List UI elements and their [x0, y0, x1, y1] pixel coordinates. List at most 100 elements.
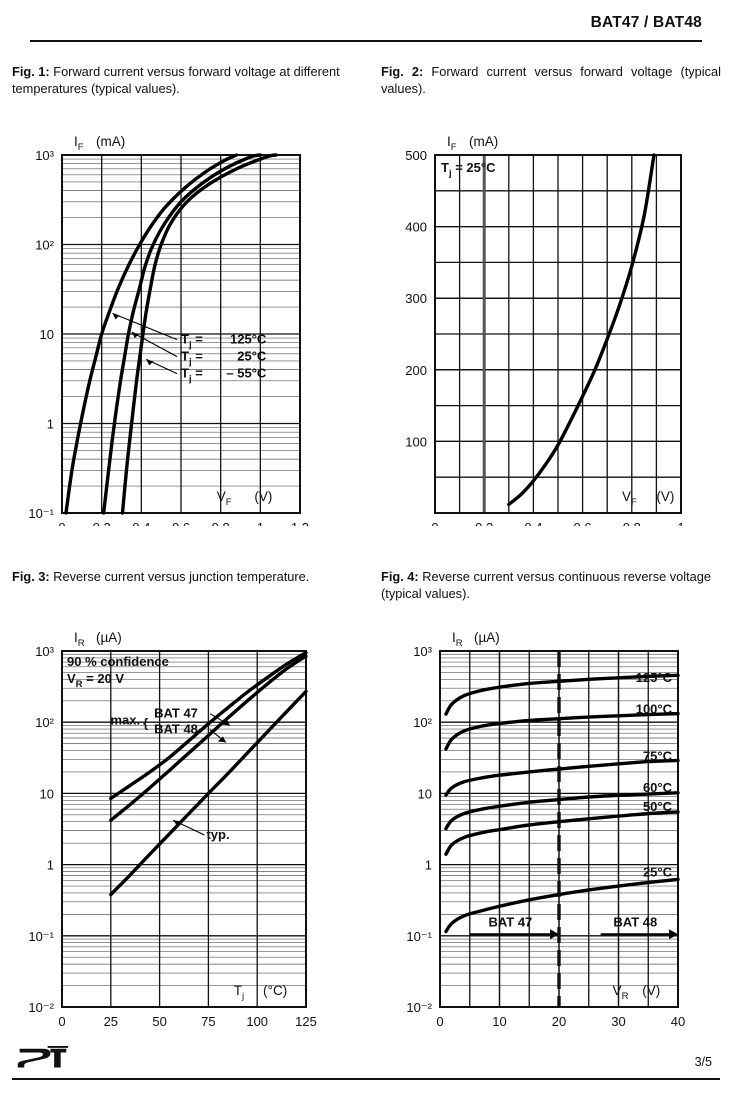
svg-text:60°C: 60°C	[643, 780, 673, 795]
svg-text:10: 10	[492, 1014, 506, 1029]
svg-text:90 % confidence: 90 % confidence	[67, 654, 169, 669]
svg-text:10²: 10²	[413, 715, 432, 730]
svg-text:max.: max.	[110, 713, 140, 728]
svg-text:VF: VF	[622, 489, 637, 508]
svg-text:125°C: 125°C	[636, 670, 673, 685]
svg-text:BAT 47: BAT 47	[154, 706, 198, 721]
svg-text:20: 20	[552, 1014, 566, 1029]
svg-text:0.8: 0.8	[212, 520, 230, 526]
figure-4-svg: 10⁻² 10⁻¹ 1 10 10² 10³ 0 10 20 30 40 IR (µA) VR (V) 125…	[406, 630, 685, 1029]
svg-text:0.4: 0.4	[524, 520, 542, 526]
figure-2-label: Fig. 2:	[381, 64, 424, 79]
figure-4-caption: Fig. 4: Reverse current versus continuou…	[381, 568, 721, 602]
footer-divider	[12, 1078, 720, 1080]
svg-text:100: 100	[405, 434, 427, 449]
page-number: 3/5	[694, 1055, 712, 1069]
figure-1-caption-text: Forward current versus forward voltage a…	[12, 64, 340, 96]
svg-text:(mA): (mA)	[469, 134, 498, 149]
svg-text:VR = 20 V: VR = 20 V	[67, 671, 124, 690]
figure-2-caption: Fig. 2: Forward current versus forward v…	[381, 63, 721, 97]
svg-text:Tj =: Tj =	[181, 366, 203, 385]
svg-text:1: 1	[47, 858, 54, 873]
svg-text:10: 10	[40, 786, 54, 801]
svg-text:50: 50	[152, 1014, 166, 1029]
svg-text:Tj =: Tj =	[181, 332, 203, 351]
svg-text:(V): (V)	[656, 489, 674, 504]
svg-text:10⁻¹: 10⁻¹	[406, 929, 432, 944]
svg-text:Tj: Tj	[234, 983, 244, 1002]
svg-text:50°C: 50°C	[643, 799, 673, 814]
svg-text:0: 0	[58, 520, 65, 526]
svg-text:IF: IF	[74, 134, 84, 153]
svg-text:1: 1	[425, 858, 432, 873]
svg-text:10²: 10²	[35, 238, 54, 253]
svg-text:(V): (V)	[642, 983, 660, 998]
svg-text:500: 500	[405, 148, 427, 163]
figure-4-caption-text: Reverse current versus continuous revers…	[381, 569, 712, 601]
figure-3-caption: Fig. 3: Reverse current versus junction …	[12, 568, 347, 585]
svg-text:0.6: 0.6	[172, 520, 190, 526]
st-logo-icon	[17, 1046, 69, 1068]
svg-text:(V): (V)	[254, 489, 272, 504]
svg-text:1: 1	[47, 417, 54, 432]
svg-text:10⁻²: 10⁻²	[406, 1000, 432, 1015]
svg-text:10: 10	[418, 786, 432, 801]
figure-1-svg: 10⁻¹ 1 10 10² 10³ 0 0.2 0.4 0.6 0.8 1 1.2 IF (mA) VF (V…	[28, 134, 309, 526]
svg-text:0.8: 0.8	[623, 520, 641, 526]
svg-text:{: {	[143, 716, 148, 731]
svg-text:(µA): (µA)	[96, 630, 122, 645]
svg-text:0.4: 0.4	[132, 520, 150, 526]
svg-text:BAT 48: BAT 48	[154, 722, 198, 737]
svg-text:BAT 48: BAT 48	[613, 914, 657, 929]
svg-text:VF: VF	[217, 489, 232, 508]
svg-text:200: 200	[405, 363, 427, 378]
svg-text:10²: 10²	[35, 715, 54, 730]
svg-text:125: 125	[295, 1014, 317, 1029]
figure-3-chart: 10⁻² 10⁻¹ 1 10 10² 10³ 0 25 50 75 100 125 IR (µA) Tj (°…	[8, 622, 348, 1032]
figure-2-svg: 100 200 300 400 500 0 0.2 0.4 0.6 0.8 1 IF (mA) VF (V)…	[405, 134, 684, 526]
svg-text:IR: IR	[74, 630, 85, 649]
figure-2-chart: 100 200 300 400 500 0 0.2 0.4 0.6 0.8 1 IF (mA) VF (V)…	[383, 126, 713, 526]
svg-text:125°C: 125°C	[230, 332, 267, 347]
svg-text:– 55°C: – 55°C	[226, 366, 267, 381]
svg-text:0: 0	[58, 1014, 65, 1029]
page-header: BAT47 / BAT48	[30, 14, 702, 32]
svg-text:75°C: 75°C	[643, 748, 673, 763]
svg-text:10: 10	[40, 327, 54, 342]
svg-text:IF: IF	[447, 134, 457, 153]
svg-text:10⁻¹: 10⁻¹	[28, 506, 54, 521]
figure-2-caption-text: Forward current versus forward voltage (…	[381, 64, 721, 96]
svg-text:1: 1	[677, 520, 684, 526]
svg-text:25: 25	[104, 1014, 118, 1029]
svg-text:25°C: 25°C	[643, 864, 673, 879]
svg-text:1: 1	[257, 520, 264, 526]
svg-text:10⁻¹: 10⁻¹	[28, 929, 54, 944]
svg-text:1.2: 1.2	[291, 520, 309, 526]
header-title: BAT47 / BAT48	[590, 14, 702, 31]
svg-text:100: 100	[246, 1014, 268, 1029]
svg-text:100°C: 100°C	[636, 702, 673, 717]
svg-text:0.2: 0.2	[93, 520, 111, 526]
svg-text:Tj =: Tj =	[181, 349, 203, 368]
svg-text:30: 30	[611, 1014, 625, 1029]
svg-text:0.2: 0.2	[475, 520, 493, 526]
svg-text:(µA): (µA)	[474, 630, 500, 645]
figure-4-chart: 10⁻² 10⁻¹ 1 10 10² 10³ 0 10 20 30 40 IR (µA) VR (V) 125…	[390, 622, 720, 1032]
header-divider	[30, 40, 702, 42]
figure-4-label: Fig. 4:	[381, 569, 419, 584]
svg-text:75: 75	[201, 1014, 215, 1029]
svg-text:10⁻²: 10⁻²	[28, 1000, 54, 1015]
svg-text:10³: 10³	[413, 644, 432, 659]
figure-1-chart: 10⁻¹ 1 10 10² 10³ 0 0.2 0.4 0.6 0.8 1 1.2 IF (mA) VF (V…	[8, 126, 348, 526]
svg-text:0: 0	[431, 520, 438, 526]
svg-text:300: 300	[405, 291, 427, 306]
svg-text:Tj = 25°C: Tj = 25°C	[441, 160, 496, 179]
svg-text:10³: 10³	[35, 148, 54, 163]
figure-3-svg: 10⁻² 10⁻¹ 1 10 10² 10³ 0 25 50 75 100 125 IR (µA) Tj (°…	[28, 630, 317, 1029]
svg-text:(mA): (mA)	[96, 134, 125, 149]
svg-text:BAT 47: BAT 47	[488, 914, 532, 929]
svg-text:40: 40	[671, 1014, 685, 1029]
svg-text:10³: 10³	[35, 644, 54, 659]
svg-text:0: 0	[436, 1014, 443, 1029]
